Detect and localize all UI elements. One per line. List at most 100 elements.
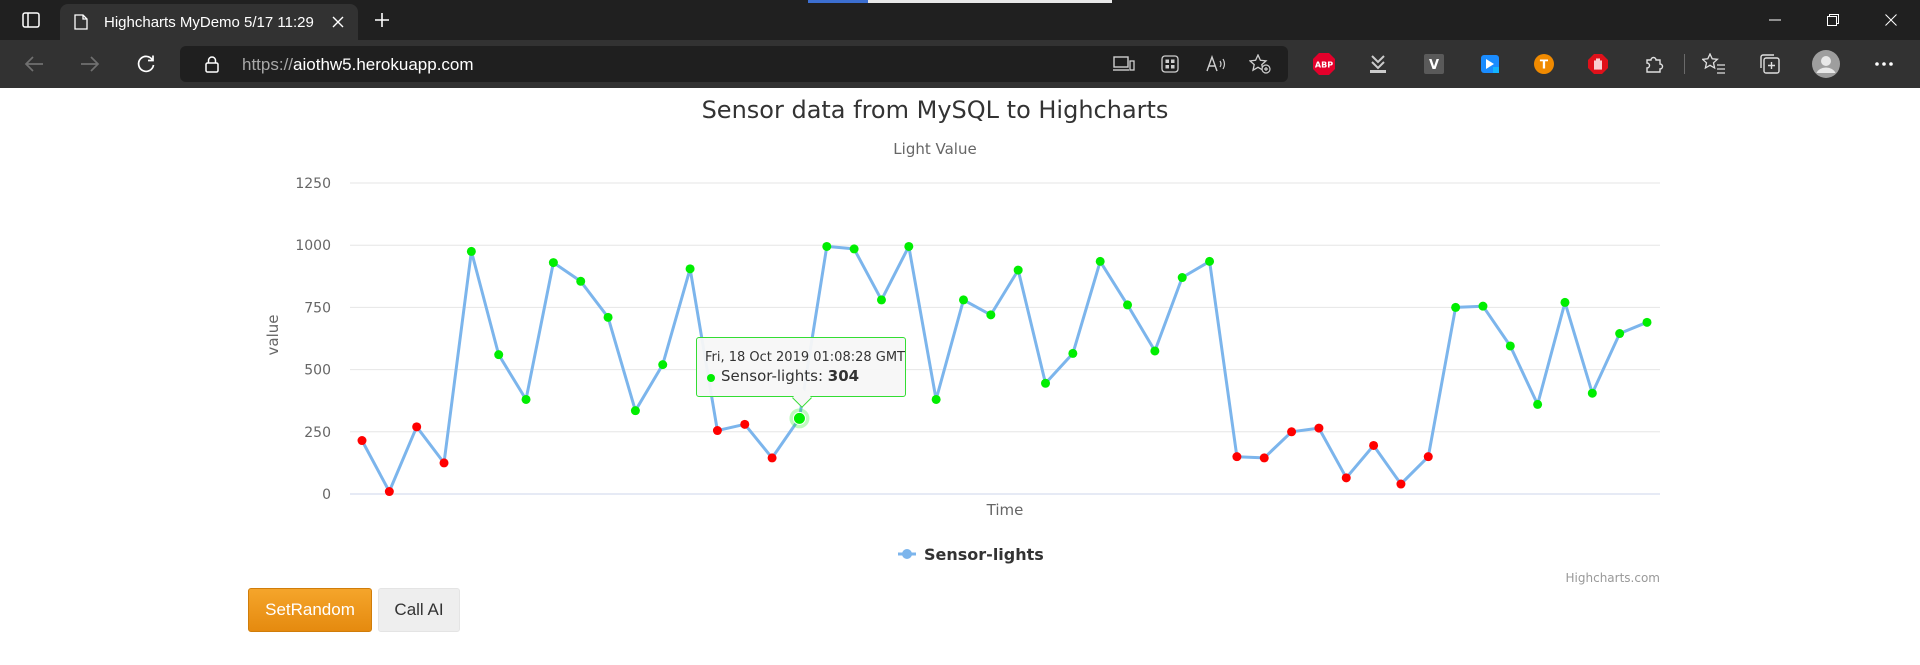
add-favorite-icon[interactable] — [1248, 53, 1272, 75]
tooltip-value-line: Sensor-lights: 304 — [721, 367, 860, 385]
data-point[interactable] — [1095, 256, 1105, 266]
data-point[interactable] — [603, 312, 613, 322]
download-progress-strip — [808, 0, 1112, 3]
y-tick-label: 1000 — [295, 238, 331, 254]
url-text[interactable]: https://aiothw5.herokuapp.com — [242, 55, 474, 75]
data-point[interactable] — [1478, 301, 1488, 311]
hovered-point[interactable] — [792, 411, 806, 425]
data-point[interactable] — [1205, 256, 1215, 266]
data-point[interactable] — [658, 360, 668, 370]
legend-marker-symbol — [902, 549, 912, 559]
data-point[interactable] — [521, 394, 531, 404]
forward-arrow-icon[interactable] — [72, 48, 108, 80]
data-point[interactable] — [1451, 302, 1461, 312]
data-point[interactable] — [1150, 346, 1160, 356]
y-tick-label: 0 — [322, 487, 331, 503]
close-window-icon[interactable] — [1862, 0, 1920, 40]
device-icon[interactable] — [1112, 53, 1136, 75]
y-tick-labels: 0 250 500 750 1000 1250 — [295, 176, 331, 503]
orange-t-extension-icon[interactable]: T — [1530, 50, 1558, 78]
refresh-icon[interactable] — [128, 48, 164, 80]
data-point[interactable] — [931, 394, 941, 404]
data-point[interactable] — [876, 295, 886, 305]
download-extension-icon[interactable] — [1364, 50, 1392, 78]
browser-tab-bar: Highcharts MyDemo 5/17 11:29 — [0, 0, 1920, 40]
data-point[interactable] — [1642, 317, 1652, 327]
x-axis-title: Time — [986, 501, 1024, 519]
data-point[interactable] — [685, 264, 695, 274]
minimize-icon[interactable] — [1746, 0, 1804, 40]
data-point[interactable] — [466, 246, 476, 256]
data-point[interactable] — [1259, 453, 1269, 463]
data-point[interactable] — [1041, 378, 1051, 388]
tooltip-series-name: Sensor-lights — [721, 367, 818, 385]
series-markers[interactable] — [357, 241, 1652, 497]
y-tick-label: 250 — [304, 425, 331, 441]
close-tab-icon[interactable] — [324, 8, 352, 36]
profile-avatar-icon[interactable] — [1812, 50, 1840, 78]
tab-actions-icon[interactable] — [14, 8, 48, 32]
page-content: Sensor data from MySQL to Highcharts Lig… — [0, 88, 1920, 665]
data-point[interactable] — [1615, 329, 1625, 339]
adblock-plus-icon[interactable]: ABP — [1310, 50, 1338, 78]
data-point[interactable] — [849, 244, 859, 254]
data-point[interactable] — [986, 310, 996, 320]
series-line-sensor-lights — [360, 244, 1648, 493]
data-point[interactable] — [576, 276, 586, 286]
data-point[interactable] — [494, 350, 504, 360]
data-point[interactable] — [822, 241, 832, 251]
data-point[interactable] — [357, 436, 367, 446]
v-extension-icon[interactable]: V — [1420, 50, 1448, 78]
data-point[interactable] — [1177, 273, 1187, 283]
data-point[interactable] — [1423, 452, 1433, 462]
data-point[interactable] — [630, 406, 640, 416]
y-tick-label: 500 — [304, 363, 331, 379]
more-options-icon[interactable] — [1870, 50, 1898, 78]
extensions-puzzle-icon[interactable] — [1640, 50, 1668, 78]
data-point[interactable] — [548, 258, 558, 268]
collections-icon[interactable] — [1756, 50, 1784, 78]
data-point[interactable] — [1341, 473, 1351, 483]
data-point[interactable] — [712, 426, 722, 436]
data-point[interactable] — [412, 422, 422, 432]
data-point[interactable] — [740, 419, 750, 429]
data-point[interactable] — [1396, 479, 1406, 489]
data-point[interactable] — [1560, 297, 1570, 307]
data-point[interactable] — [1232, 452, 1242, 462]
red-hand-extension-icon[interactable] — [1584, 50, 1612, 78]
set-random-button[interactable]: SetRandom — [248, 588, 372, 632]
chart-title: Sensor data from MySQL to Highcharts — [702, 96, 1169, 124]
active-tab[interactable]: Highcharts MyDemo 5/17 11:29 — [60, 4, 358, 40]
new-tab-icon[interactable] — [368, 6, 396, 34]
data-point[interactable] — [1287, 427, 1297, 437]
blue-arrow-extension-icon[interactable] — [1476, 50, 1504, 78]
data-point[interactable] — [1533, 399, 1543, 409]
download-progress-accent — [808, 0, 868, 3]
data-point[interactable] — [1505, 341, 1515, 351]
back-arrow-icon[interactable] — [16, 48, 52, 80]
lock-icon[interactable] — [204, 55, 222, 73]
read-aloud-icon[interactable] — [1204, 53, 1228, 75]
legend-item-sensor-lights[interactable]: Sensor-lights — [898, 545, 1044, 564]
data-point[interactable] — [1314, 423, 1324, 433]
chart-subtitle: Light Value — [893, 140, 976, 158]
adblock-label: ABP — [1315, 61, 1333, 70]
data-point[interactable] — [384, 487, 394, 497]
data-point[interactable] — [1369, 440, 1379, 450]
favorites-icon[interactable] — [1700, 50, 1728, 78]
apps-grid-icon[interactable] — [1158, 53, 1182, 75]
data-point[interactable] — [904, 241, 914, 251]
data-point[interactable] — [1013, 265, 1023, 275]
highcharts-credits-link[interactable]: Highcharts.com — [1566, 571, 1660, 585]
data-point[interactable] — [958, 295, 968, 305]
restore-icon[interactable] — [1804, 0, 1862, 40]
address-bar[interactable]: https://aiothw5.herokuapp.com — [180, 46, 1288, 82]
data-point[interactable] — [1587, 388, 1597, 398]
call-ai-button[interactable]: Call AI — [378, 588, 460, 632]
tooltip-date: Fri, 18 Oct 2019 01:08:28 GMT — [705, 350, 906, 365]
data-point[interactable] — [439, 458, 449, 468]
data-point[interactable] — [1123, 300, 1133, 310]
data-point[interactable] — [767, 453, 777, 463]
page-icon — [74, 14, 90, 30]
data-point[interactable] — [1068, 348, 1078, 358]
